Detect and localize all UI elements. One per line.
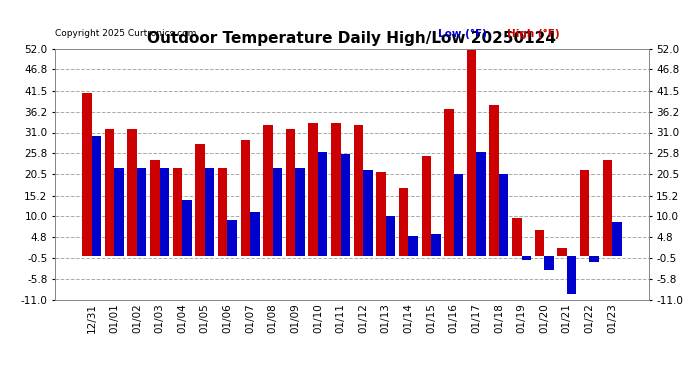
Bar <box>182 200 192 256</box>
Bar <box>558 248 567 256</box>
Bar <box>544 256 554 270</box>
Bar <box>286 129 295 256</box>
Bar <box>522 256 531 260</box>
Bar <box>386 216 395 256</box>
Bar <box>331 123 341 256</box>
Bar <box>363 170 373 256</box>
Bar <box>512 218 522 256</box>
Bar <box>92 136 101 256</box>
Bar <box>580 170 589 256</box>
Bar <box>567 256 576 294</box>
Bar <box>218 168 228 256</box>
Bar <box>195 144 205 256</box>
Bar <box>444 109 454 256</box>
Bar <box>228 220 237 256</box>
Bar <box>308 123 318 256</box>
Bar <box>399 188 408 256</box>
Text: High (°F): High (°F) <box>507 29 560 39</box>
Bar <box>589 256 599 262</box>
Bar <box>602 160 612 256</box>
Bar <box>241 141 250 256</box>
Title: Outdoor Temperature Daily High/Low 20250124: Outdoor Temperature Daily High/Low 20250… <box>148 31 556 46</box>
Bar <box>137 168 146 256</box>
Bar <box>172 168 182 256</box>
Bar <box>341 154 350 256</box>
Bar <box>82 93 92 256</box>
Bar <box>115 168 124 256</box>
Bar <box>408 236 418 256</box>
Bar <box>205 168 215 256</box>
Bar <box>159 168 169 256</box>
Bar <box>354 124 363 256</box>
Bar <box>295 168 305 256</box>
Bar <box>476 153 486 256</box>
Bar <box>263 124 273 256</box>
Bar <box>612 222 622 256</box>
Bar <box>422 156 431 256</box>
Bar <box>128 129 137 256</box>
Bar <box>150 160 159 256</box>
Bar <box>431 234 441 256</box>
Bar <box>454 174 463 256</box>
Text: Copyright 2025 Curtronics.com: Copyright 2025 Curtronics.com <box>55 28 197 38</box>
Bar <box>376 172 386 256</box>
Text: Low (°F): Low (°F) <box>438 29 487 39</box>
Bar <box>535 230 544 256</box>
Bar <box>250 212 259 256</box>
Bar <box>273 168 282 256</box>
Bar <box>489 105 499 256</box>
Bar <box>318 153 328 256</box>
Bar <box>105 129 115 256</box>
Bar <box>499 174 509 256</box>
Bar <box>467 49 476 256</box>
